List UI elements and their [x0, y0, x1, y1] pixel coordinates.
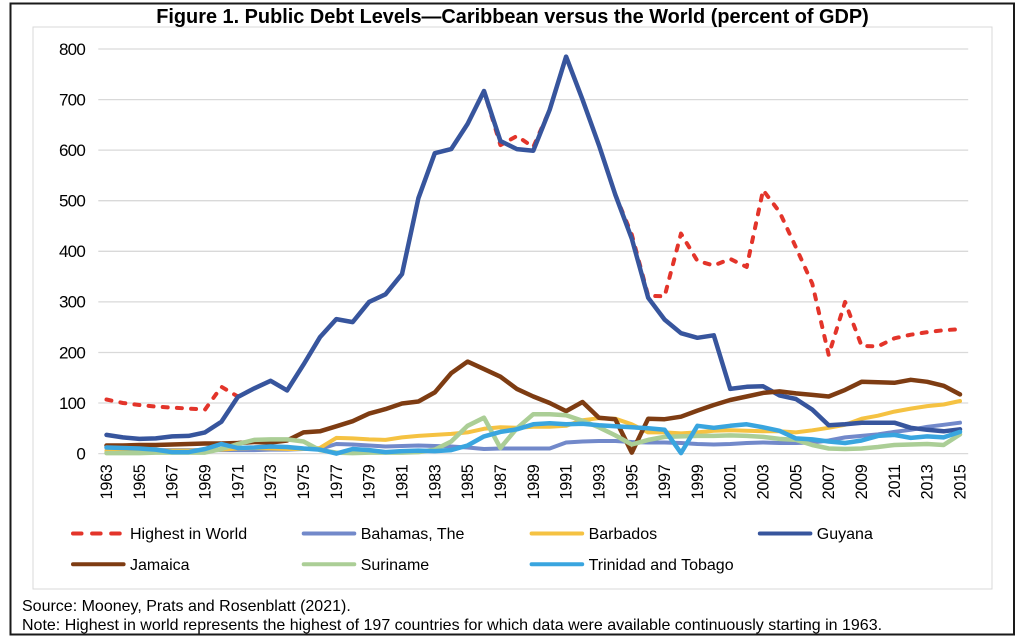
svg-text:Note: Highest in world represe: Note: Highest in world represents the hi… — [22, 617, 882, 634]
svg-text:Figure 1. Public Debt Levels—C: Figure 1. Public Debt Levels—Caribbean v… — [156, 6, 869, 28]
svg-text:Jamaica: Jamaica — [130, 557, 190, 574]
svg-text:1963: 1963 — [98, 464, 116, 499]
svg-text:2003: 2003 — [755, 464, 773, 499]
svg-text:1999: 1999 — [689, 464, 707, 499]
svg-text:800: 800 — [59, 40, 85, 59]
svg-text:Suriname: Suriname — [361, 557, 430, 574]
svg-text:1969: 1969 — [197, 464, 215, 499]
svg-text:Highest in World: Highest in World — [130, 526, 247, 543]
svg-text:Barbados: Barbados — [589, 526, 658, 543]
svg-text:1965: 1965 — [131, 464, 149, 499]
svg-text:2007: 2007 — [820, 464, 838, 499]
svg-text:1975: 1975 — [295, 464, 313, 499]
svg-text:2001: 2001 — [722, 464, 740, 499]
svg-text:1995: 1995 — [623, 464, 641, 499]
svg-text:2011: 2011 — [886, 464, 904, 498]
svg-text:1979: 1979 — [361, 464, 379, 499]
svg-text:1973: 1973 — [262, 464, 280, 499]
svg-text:1989: 1989 — [525, 464, 543, 499]
svg-text:1997: 1997 — [656, 464, 674, 499]
svg-text:700: 700 — [59, 90, 85, 109]
svg-text:2013: 2013 — [919, 464, 937, 499]
svg-text:400: 400 — [59, 242, 85, 261]
svg-text:300: 300 — [59, 293, 85, 312]
svg-text:1991: 1991 — [558, 464, 576, 499]
svg-text:2015: 2015 — [952, 464, 970, 499]
svg-text:Trinidad and Tobago: Trinidad and Tobago — [589, 557, 734, 574]
svg-text:2009: 2009 — [853, 464, 871, 499]
svg-text:200: 200 — [59, 343, 85, 362]
svg-text:100: 100 — [59, 394, 85, 413]
svg-text:1987: 1987 — [492, 464, 510, 499]
svg-text:1967: 1967 — [164, 464, 182, 499]
svg-text:Guyana: Guyana — [817, 526, 873, 543]
svg-text:Source: Mooney, Prats and Rose: Source: Mooney, Prats and Rosenblatt (20… — [22, 598, 351, 615]
svg-text:600: 600 — [59, 141, 85, 160]
svg-text:1985: 1985 — [459, 464, 477, 499]
svg-text:1981: 1981 — [394, 464, 412, 499]
svg-text:1983: 1983 — [426, 464, 444, 499]
svg-text:Bahamas, The: Bahamas, The — [361, 526, 465, 543]
svg-text:1993: 1993 — [590, 464, 608, 499]
svg-text:0: 0 — [76, 444, 85, 463]
svg-text:1977: 1977 — [328, 464, 346, 499]
svg-text:500: 500 — [59, 192, 85, 211]
svg-text:2005: 2005 — [787, 464, 805, 499]
svg-text:1971: 1971 — [229, 464, 247, 499]
